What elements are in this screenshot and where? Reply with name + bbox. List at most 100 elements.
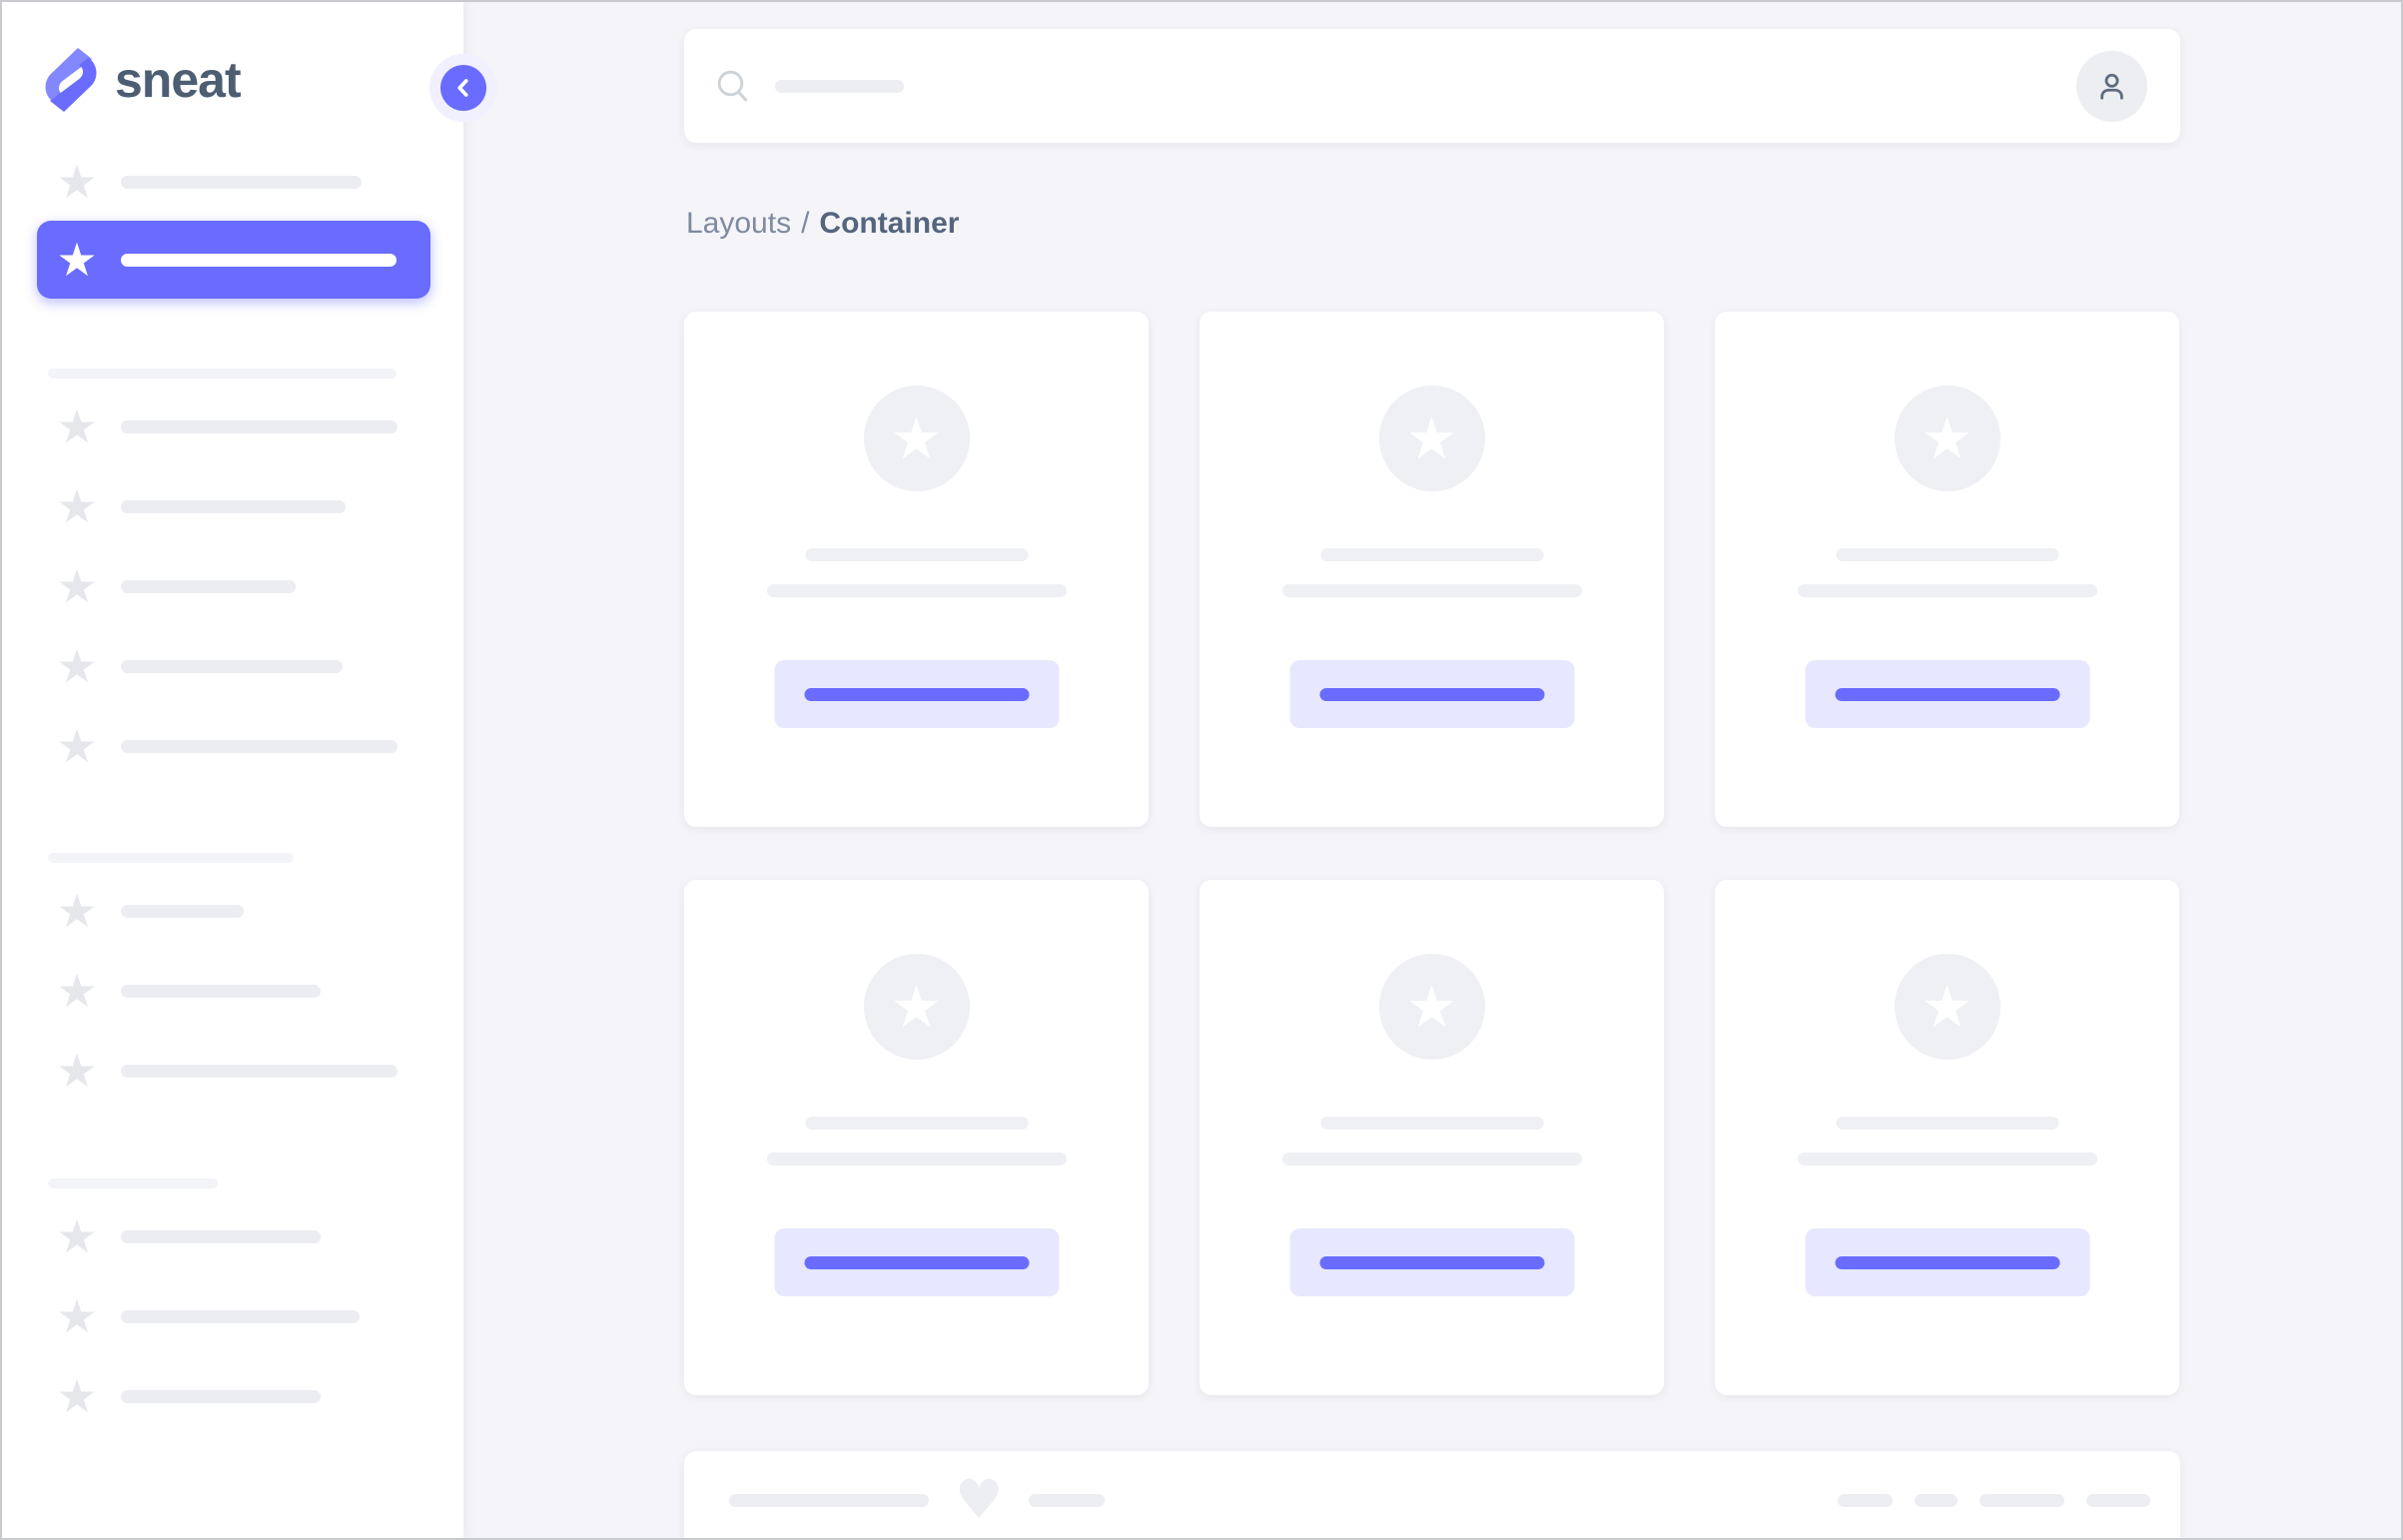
nav-label-skeleton [121, 984, 321, 998]
footer-bar-2 [1029, 1493, 1106, 1507]
content-card: ★ [1715, 312, 2179, 827]
star-icon: ★ [1921, 404, 1974, 472]
brand-name: sneat [115, 52, 242, 108]
sidebar-nav-item[interactable]: ★ [0, 394, 463, 458]
footer-card: ♥ [684, 1451, 2180, 1540]
nav-label-skeleton [121, 1064, 398, 1078]
card-avatar: ★ [1894, 385, 2001, 491]
card-avatar: ★ [1894, 954, 2001, 1060]
sidebar: sneat ★ ★ ★ ★ ★ ★ ★ ★ ★ ★ ★ [0, 0, 497, 1540]
chevron-left-icon [457, 79, 468, 97]
sidebar-nav-item[interactable]: ★ [0, 714, 463, 778]
star-icon: ★ [56, 719, 98, 773]
button-label-skeleton [804, 1255, 1029, 1269]
star-icon: ★ [1405, 404, 1458, 472]
nav-label-skeleton [121, 253, 397, 267]
star-icon: ★ [890, 973, 943, 1041]
button-label-skeleton [1835, 687, 2059, 701]
nav-label-skeleton [121, 1389, 321, 1403]
footer-dash-skeleton [1980, 1493, 2064, 1507]
card-subtitle-skeleton [766, 584, 1067, 597]
search-bar[interactable] [684, 29, 2180, 143]
star-icon: ★ [56, 1209, 98, 1263]
star-icon: ★ [56, 964, 98, 1018]
card-title-skeleton [1836, 1117, 2058, 1130]
footer-dash-group [1838, 1493, 2150, 1507]
search-placeholder-skeleton [775, 79, 904, 93]
content-card: ★ [1200, 880, 1664, 1395]
sidebar-nav-item[interactable]: ★ [0, 959, 463, 1023]
card-title-skeleton [805, 1117, 1028, 1130]
button-label-skeleton [1319, 687, 1544, 701]
sidebar-nav-item[interactable]: ★ [37, 221, 430, 299]
card-action-button[interactable] [1289, 1228, 1574, 1296]
button-label-skeleton [1319, 1255, 1544, 1269]
card-action-button[interactable] [1289, 660, 1574, 728]
footer-bar-1 [729, 1493, 929, 1507]
nav-label-skeleton [121, 659, 343, 673]
footer-dash-skeleton [1915, 1493, 1958, 1507]
sidebar-nav-item[interactable]: ★ [0, 150, 463, 214]
nav-section-divider-skeleton [48, 369, 397, 379]
footer-dash-skeleton [2086, 1493, 2150, 1507]
nav-label-skeleton [121, 1229, 321, 1243]
card-avatar: ★ [1378, 385, 1485, 491]
nav-label-skeleton [121, 904, 244, 918]
sidebar-nav-item[interactable]: ★ [0, 1039, 463, 1103]
card-subtitle-skeleton [1797, 584, 2097, 597]
sidebar-nav: ★ ★ ★ ★ ★ ★ ★ ★ ★ ★ ★ ★ ★ [0, 150, 463, 1428]
star-icon: ★ [56, 1369, 98, 1423]
star-icon: ★ [56, 155, 98, 209]
breadcrumb: Layouts / Container [686, 207, 959, 241]
button-label-skeleton [804, 687, 1029, 701]
content-card: ★ [1200, 312, 1664, 827]
card-avatar: ★ [863, 954, 970, 1060]
button-label-skeleton [1835, 1255, 2059, 1269]
sidebar-collapse-button[interactable] [429, 54, 497, 122]
star-icon: ★ [56, 1289, 98, 1343]
content-card: ★ [684, 880, 1149, 1395]
card-action-button[interactable] [1805, 660, 2089, 728]
sidebar-nav-item[interactable]: ★ [0, 1204, 463, 1268]
nav-label-skeleton [121, 419, 398, 433]
card-action-button[interactable] [774, 660, 1059, 728]
brand[interactable]: sneat [45, 44, 242, 116]
sidebar-nav-item[interactable]: ★ [0, 1364, 463, 1428]
nav-section-divider-skeleton [48, 1178, 218, 1188]
sidebar-nav-item[interactable]: ★ [0, 1284, 463, 1348]
card-action-button[interactable] [1805, 1228, 2089, 1296]
main-content: Layouts / Container ★ ★ ★ ★ [684, 0, 2180, 1540]
heart-icon: ♥ [955, 1468, 1004, 1531]
nav-label-skeleton [121, 499, 346, 513]
card-avatar: ★ [1378, 954, 1485, 1060]
card-title-skeleton [1836, 548, 2058, 561]
footer-dash-skeleton [1838, 1493, 1893, 1507]
user-icon [2100, 73, 2123, 100]
nav-label-skeleton [121, 739, 398, 753]
card-subtitle-skeleton [1281, 584, 1582, 597]
star-icon: ★ [56, 639, 98, 693]
sidebar-nav-item[interactable]: ★ [0, 634, 463, 698]
breadcrumb-section[interactable]: Layouts [686, 207, 792, 240]
star-icon: ★ [890, 404, 943, 472]
footer-row: ♥ [729, 1473, 2150, 1527]
sidebar-nav-item[interactable]: ★ [0, 474, 463, 538]
card-title-skeleton [1320, 1117, 1543, 1130]
sneat-logo-icon [45, 48, 97, 112]
breadcrumb-current: Container [819, 207, 960, 240]
nav-label-skeleton [121, 579, 296, 593]
card-avatar: ★ [863, 385, 970, 491]
content-card: ★ [1715, 880, 2179, 1395]
user-avatar[interactable] [2076, 50, 2147, 122]
sidebar-nav-item[interactable]: ★ [0, 554, 463, 618]
star-icon: ★ [56, 559, 98, 613]
nav-label-skeleton [121, 1309, 360, 1323]
card-action-button[interactable] [774, 1228, 1059, 1296]
card-grid: ★ ★ ★ ★ ★ [684, 312, 2180, 1395]
sidebar-nav-item[interactable]: ★ [0, 879, 463, 943]
search-icon [717, 70, 748, 102]
card-subtitle-skeleton [1281, 1153, 1582, 1165]
card-title-skeleton [805, 548, 1028, 561]
card-subtitle-skeleton [766, 1153, 1067, 1165]
